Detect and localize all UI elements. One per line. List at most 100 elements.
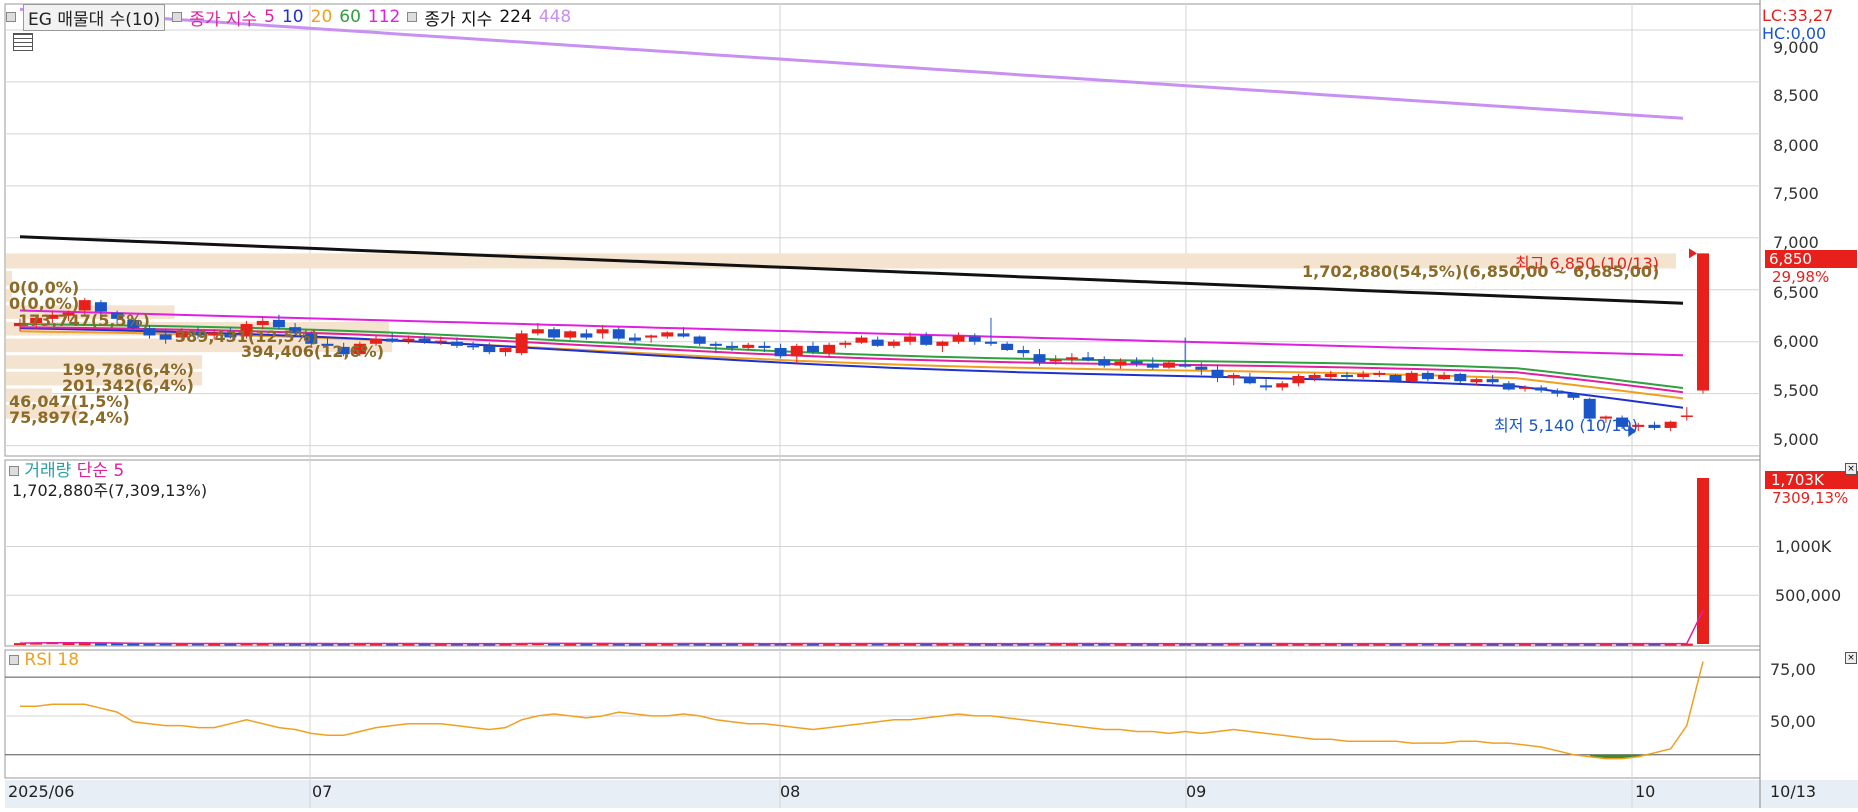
price-ytick: 7,000 (1773, 233, 1819, 252)
volume-bar (499, 643, 512, 646)
candle-body (726, 345, 739, 348)
volume-bar (758, 643, 771, 646)
candle-body (952, 335, 965, 342)
volume-profile-label: 201,342(6,4%) (62, 376, 194, 395)
candle-body (1680, 415, 1693, 417)
volume-bar (402, 643, 415, 646)
candle-body (1389, 374, 1402, 382)
candle-body (1470, 379, 1483, 383)
table-icon[interactable] (13, 33, 33, 51)
volume-bar (14, 643, 26, 646)
x-axis-label: 2025/06 (8, 782, 75, 801)
candle-body (450, 341, 463, 346)
legend-toggle-icon[interactable] (172, 12, 183, 22)
candle-body (159, 334, 172, 340)
volume-profile-label: 0(0,0%) (9, 294, 80, 313)
rsi-ytick: 75,00 (1770, 660, 1816, 679)
candle-body (984, 341, 997, 344)
volume-profile-bar (6, 288, 12, 303)
ma-period-20[interactable]: 20 (310, 7, 333, 27)
ma-period-5[interactable]: 5 (264, 7, 275, 27)
volume-bar (628, 643, 641, 646)
x-axis-label: 10/13 (1770, 782, 1817, 801)
volume-bar (143, 643, 156, 646)
legend-toggle-icon[interactable] (9, 466, 19, 476)
volume-bar (1373, 643, 1386, 646)
candle-body (920, 335, 933, 345)
ma-line-224 (19, 235, 1684, 305)
volume-bar (224, 643, 237, 646)
ma-line-10 (19, 327, 1684, 409)
volume-bar (1470, 643, 1483, 646)
high-label: 최고 6,850 (10/13) (1515, 254, 1660, 273)
legend-toggle-icon[interactable] (9, 655, 19, 665)
ma-period-448[interactable]: 448 (538, 7, 572, 27)
volume-bar (289, 643, 302, 646)
volume-profile-label: 199,786(6,4%) (62, 360, 194, 379)
candle-body (1583, 398, 1596, 419)
candle-body (175, 331, 188, 338)
close-icon[interactable]: × (1845, 652, 1857, 664)
volume-ytick: 500,000 (1775, 586, 1842, 605)
volume-bar (904, 643, 917, 646)
candle-body (353, 343, 366, 355)
candle-body (1697, 253, 1709, 391)
volume-bar (645, 643, 658, 646)
candle-body (1098, 359, 1111, 366)
candle-body (515, 333, 528, 354)
price-indicator-title[interactable]: EG 매물대 수(10) (23, 3, 166, 31)
volume-bar (1017, 643, 1030, 646)
rsi-legend: RSI 18 (9, 652, 79, 669)
candle-body (370, 338, 383, 344)
volume-bar (1486, 643, 1499, 646)
volume-profile-bar (6, 253, 1676, 269)
ma-period-224[interactable]: 224 (499, 7, 532, 27)
ma-label[interactable]: 종가 지수 (189, 9, 258, 30)
volume-bar (1146, 643, 1159, 646)
candle-body (661, 332, 674, 337)
volume-profile-label: 75,897(2,4%) (9, 408, 130, 427)
close-icon[interactable]: × (1845, 463, 1857, 475)
rsi-label[interactable]: RSI 18 (24, 650, 80, 670)
candle-body (1535, 387, 1548, 391)
volume-profile-bar (6, 271, 12, 286)
candle-body (1551, 390, 1564, 394)
price-ytick: 5,000 (1773, 430, 1819, 449)
volume-bar (1583, 643, 1596, 646)
candle-body (806, 345, 819, 353)
candle-body (1179, 364, 1192, 367)
volume-bar (612, 643, 625, 646)
volume-bar (1065, 643, 1078, 646)
candle-body (256, 320, 269, 326)
ma-period-112[interactable]: 112 (367, 7, 401, 27)
volume-bar (1195, 643, 1208, 646)
volume-profile-label: 1,702,880(54,5%)(6,850,00 ~ 6,685,00) (1302, 262, 1660, 281)
volume-label[interactable]: 거래량 (24, 461, 72, 481)
candle-body (774, 347, 787, 357)
volume-bar (256, 643, 269, 646)
volume-bar (272, 643, 285, 646)
volume-ma-label[interactable]: 단순 5 (76, 461, 125, 481)
ma-period-10[interactable]: 10 (281, 7, 304, 27)
rsi-ytick: 50,00 (1770, 712, 1816, 731)
candle-body (434, 340, 447, 343)
volume-bar (208, 643, 221, 646)
x-axis-label: 07 (312, 782, 333, 801)
volume-bar (693, 643, 706, 646)
volume-profile-label: 394,406(12,6%) (241, 342, 385, 361)
ma2-label[interactable]: 종가 지수 (424, 9, 493, 30)
high-marker (1689, 248, 1697, 259)
candle-body (580, 333, 593, 338)
volume-bar (1114, 643, 1127, 646)
legend-toggle-icon[interactable] (407, 12, 418, 22)
price-ytick: 9,000 (1773, 38, 1819, 57)
candle-body (386, 338, 399, 342)
volume-bar (968, 643, 981, 646)
legend-toggle-icon[interactable] (6, 12, 16, 22)
candle-body (143, 328, 156, 336)
candle-body (1001, 343, 1014, 351)
candle-body (790, 345, 803, 357)
ma-period-60[interactable]: 60 (339, 7, 361, 27)
